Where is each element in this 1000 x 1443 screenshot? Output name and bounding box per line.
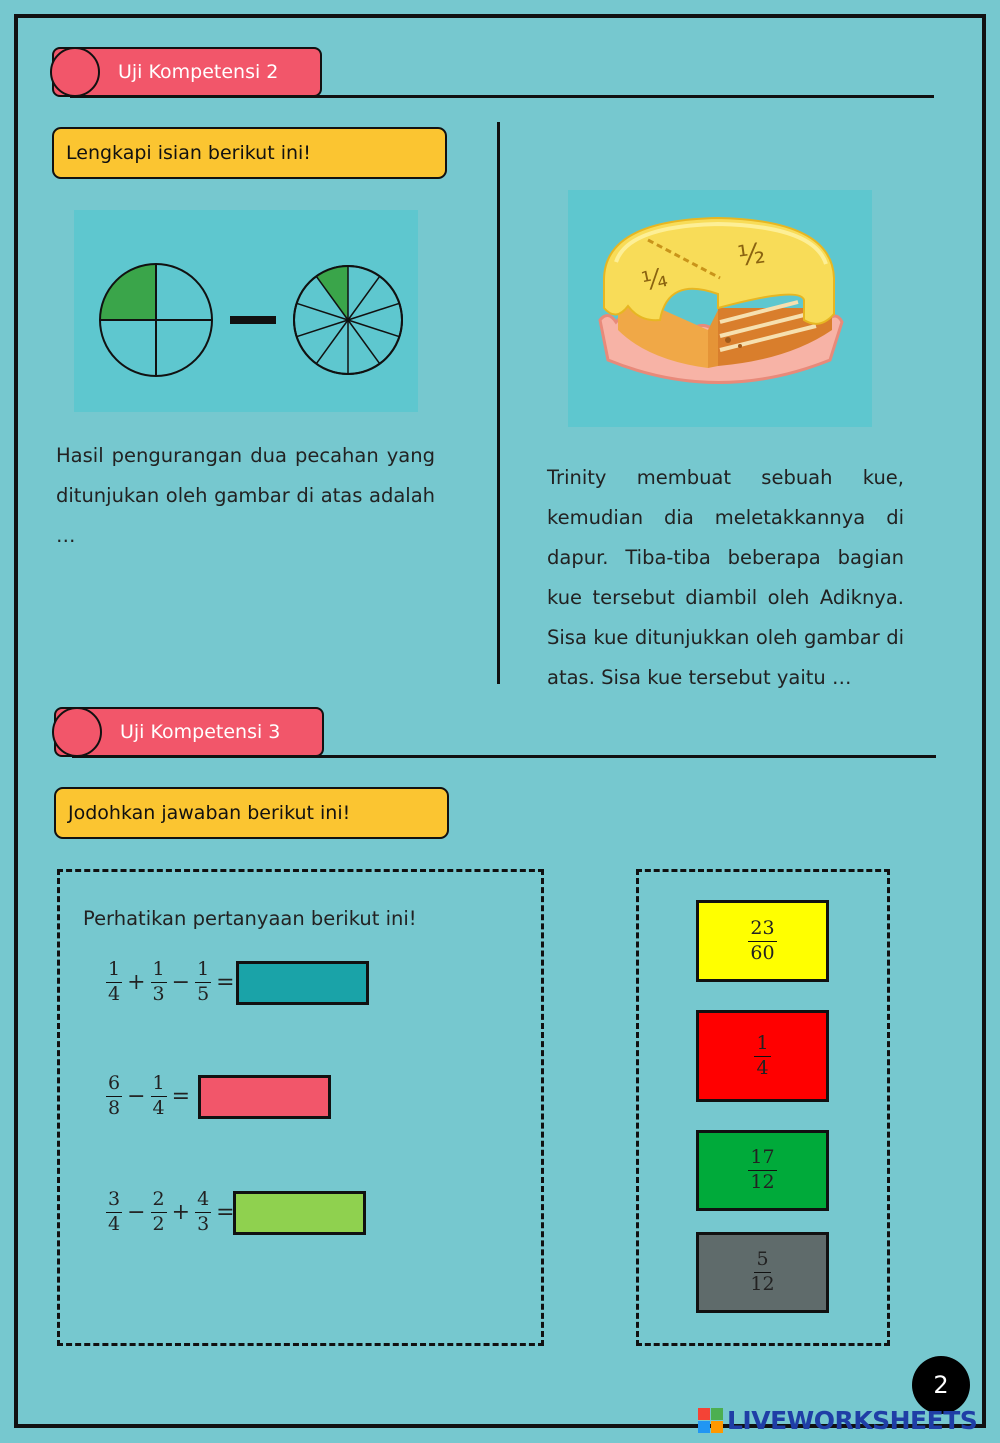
operator: − — [171, 969, 191, 995]
operator: + — [127, 969, 146, 995]
section2-question-1: Hasil pengurangan dua pecahan yang ditun… — [56, 444, 435, 547]
column-divider — [497, 122, 500, 684]
equals-sign: = — [171, 1083, 191, 1109]
denominator: 4 — [152, 1096, 165, 1119]
denominator: 3 — [152, 982, 165, 1005]
denominator: 4 — [108, 982, 121, 1005]
section3-rule — [72, 755, 936, 758]
page-number-badge: 2 — [912, 1356, 970, 1414]
liveworksheets-logo-icon — [698, 1407, 723, 1433]
tenth-circle — [293, 265, 403, 375]
fraction-figure-panel — [74, 210, 418, 412]
equation-row: 1 4 +1 3−1 5 = — [106, 959, 236, 1005]
section2-instruction: Lengkapi isian berikut ini! — [52, 127, 447, 179]
denominator: 12 — [750, 1273, 775, 1295]
denominator: 4 — [756, 1056, 769, 1079]
page-frame — [14, 14, 986, 1428]
section3-title: Uji Kompetensi 3 — [120, 721, 281, 743]
cake-illustration: ¼ ½ — [598, 216, 844, 384]
numerator: 23 — [748, 918, 777, 942]
equation-row: 3 4−2 2 +4 3 = — [106, 1189, 236, 1235]
answer-card[interactable]: 23 60 — [696, 900, 829, 982]
section2-rule — [70, 95, 934, 98]
questions-box — [57, 869, 544, 1346]
answer-drop-slot[interactable] — [198, 1075, 331, 1119]
numerator: 17 — [748, 1147, 777, 1171]
denominator: 2 — [152, 1212, 165, 1235]
section2-title-pill: Uji Kompetensi 2 — [50, 47, 322, 97]
answer-card[interactable]: 17 12 — [696, 1130, 829, 1211]
sector-line — [296, 302, 349, 321]
pill-dot — [52, 707, 102, 757]
answer-drop-slot[interactable] — [236, 961, 369, 1005]
quarter-circle — [99, 263, 213, 377]
sector-line — [315, 319, 349, 365]
liveworksheets-brand[interactable]: LIVEWORKSHEETS — [698, 1406, 978, 1435]
numerator: 1 — [106, 959, 123, 983]
numerator: 4 — [195, 1189, 212, 1213]
denominator: 4 — [108, 1212, 121, 1235]
numerator: 2 — [150, 1189, 167, 1213]
numerator: 1 — [150, 1073, 167, 1097]
fraction-circles-figure — [99, 263, 403, 377]
cake-figure-panel: ¼ ½ — [568, 190, 872, 427]
answers-box — [636, 869, 890, 1346]
answer-fraction: 17 12 — [748, 1147, 777, 1193]
equals-sign: = — [216, 1199, 235, 1225]
numerator: 1 — [754, 1033, 771, 1057]
numerator: 6 — [106, 1073, 123, 1097]
pill-dot — [50, 47, 100, 97]
section2-question-2: Trinity membuat sebuah kue, kemudian dia… — [547, 466, 904, 689]
sector-line — [315, 275, 349, 321]
equation-row: 6 8−1 4 = — [106, 1073, 191, 1119]
denominator: 8 — [108, 1096, 121, 1119]
numerator: 5 — [754, 1249, 771, 1273]
numerator: 3 — [106, 1189, 123, 1213]
cake-label-half: ½ — [736, 236, 767, 272]
shaded-tenth — [316, 266, 348, 320]
answer-fraction: 5 12 — [748, 1249, 776, 1295]
operator: − — [127, 1199, 146, 1225]
denominator: 12 — [750, 1171, 775, 1193]
sector-line — [347, 319, 381, 365]
questions-prompt: Perhatikan pertanyaan berikut ini! — [83, 907, 417, 930]
denominator: 5 — [197, 982, 210, 1005]
section2-title: Uji Kompetensi 2 — [118, 61, 279, 83]
sector-line — [347, 319, 400, 338]
cake-label-quarter: ¼ — [639, 263, 670, 298]
numerator: 1 — [195, 959, 212, 983]
sector-line — [347, 302, 400, 321]
operator: + — [171, 1199, 191, 1225]
sector-line — [347, 275, 381, 321]
denominator: 60 — [750, 941, 775, 964]
answer-fraction: 23 60 — [748, 918, 777, 964]
minus-sign — [230, 316, 276, 324]
operator: − — [127, 1083, 146, 1109]
section3-title-pill: Uji Kompetensi 3 — [52, 707, 324, 757]
numerator: 1 — [150, 959, 167, 983]
sector-line — [296, 319, 349, 338]
equals-sign: = — [216, 969, 235, 995]
answer-card[interactable]: 5 12 — [696, 1232, 829, 1313]
liveworksheets-wordmark: LIVEWORKSHEETS — [727, 1406, 978, 1435]
section3-instruction: Jodohkan jawaban berikut ini! — [54, 787, 449, 839]
answer-drop-slot[interactable] — [233, 1191, 366, 1235]
denominator: 3 — [197, 1212, 210, 1235]
